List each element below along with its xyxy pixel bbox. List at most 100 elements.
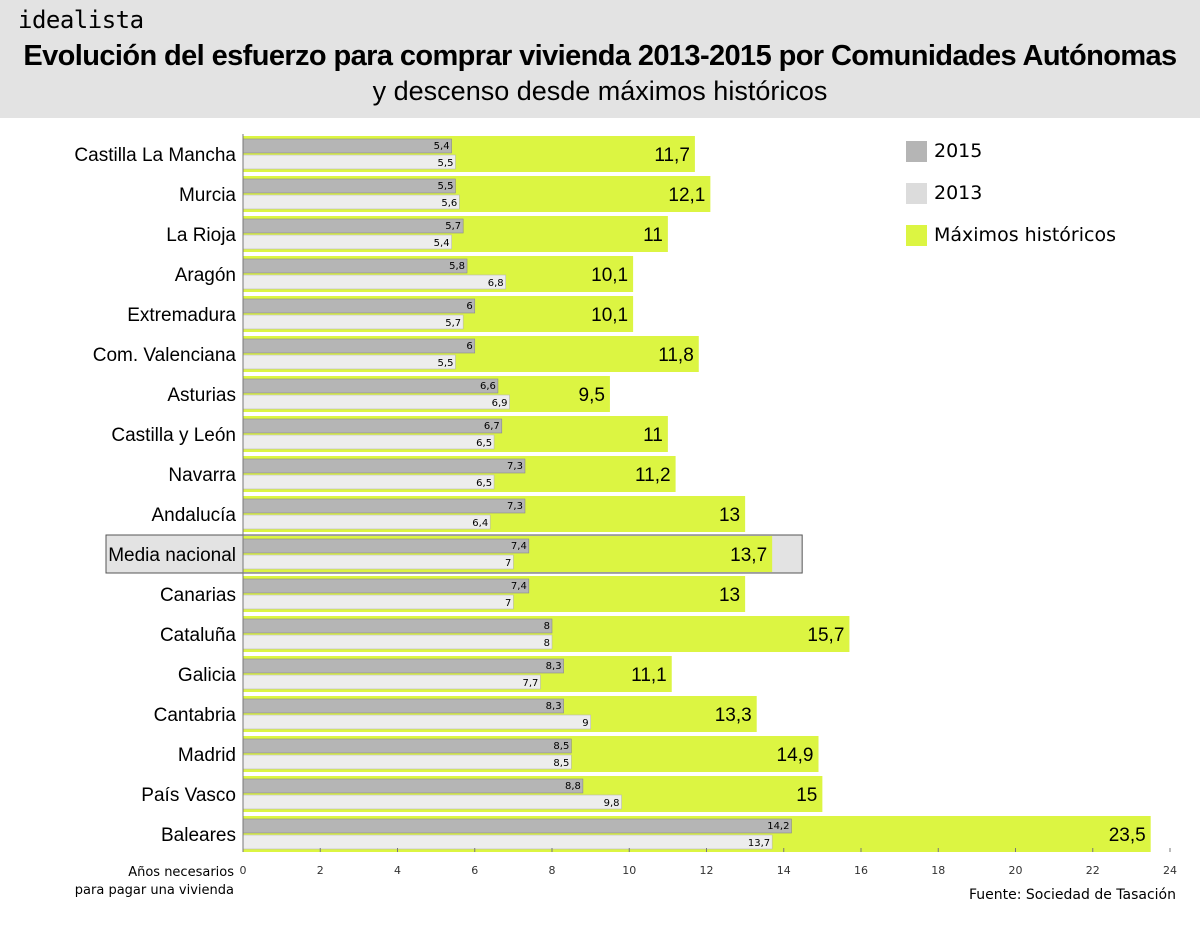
bar-2015 (242, 498, 526, 514)
bar-2013 (242, 674, 541, 690)
bar-2013 (242, 394, 510, 410)
label-2013: 5,6 (441, 198, 457, 209)
label-maximos: 11 (643, 425, 663, 446)
label-2013: 5,5 (438, 358, 454, 369)
category-label: Com. Valenciana (93, 345, 237, 366)
x-tick-label: 0 (240, 864, 247, 877)
bar-2013 (242, 234, 452, 250)
source-note: Fuente: Sociedad de Tasación (968, 887, 1176, 903)
x-tick-label: 22 (1086, 864, 1100, 877)
legend: 2015 2013 Máximos históricos (906, 140, 1116, 266)
x-tick-label: 16 (854, 864, 868, 877)
x-tick-label: 10 (622, 864, 636, 877)
bar-2013 (242, 834, 773, 850)
label-2015: 6,7 (484, 421, 500, 432)
label-maximos: 10,1 (591, 305, 628, 326)
bar-2015 (242, 378, 499, 394)
label-2015: 5,7 (445, 221, 461, 232)
legend-swatch-maximos (906, 224, 927, 246)
bar-2015 (242, 338, 476, 354)
bar-2013 (242, 354, 456, 370)
label-maximos: 14,9 (777, 745, 814, 766)
category-label: Asturias (167, 385, 236, 406)
label-maximos: 11,8 (658, 345, 694, 366)
bar-2015 (242, 538, 530, 554)
label-maximos: 10,1 (591, 265, 628, 286)
label-2015: 7,3 (507, 461, 523, 472)
label-2013: 6,5 (476, 478, 492, 489)
bar-2015 (242, 218, 464, 234)
label-maximos: 11,2 (635, 465, 671, 486)
bar-2015 (242, 138, 452, 154)
label-2015: 8,3 (546, 701, 562, 712)
bar-2015 (242, 578, 530, 594)
bar-2015 (242, 298, 476, 314)
category-label: País Vasco (141, 785, 236, 806)
label-2013: 7 (505, 558, 511, 569)
bar-2013 (242, 754, 572, 770)
label-2015: 8 (544, 621, 550, 632)
category-label: Andalucía (151, 505, 236, 526)
bar-2013 (242, 554, 514, 570)
label-2015: 7,3 (507, 501, 523, 512)
label-maximos: 11,1 (631, 665, 667, 686)
bar-2013 (242, 434, 495, 450)
x-tick-label: 14 (777, 864, 791, 877)
label-2015: 6 (466, 341, 472, 352)
label-maximos: 15,7 (807, 625, 844, 646)
label-maximos: 23,5 (1109, 825, 1146, 846)
bar-2013 (242, 474, 495, 490)
label-2015: 6,6 (480, 381, 496, 392)
label-maximos: 9,5 (579, 385, 605, 406)
x-tick-label: 4 (394, 864, 401, 877)
label-2015: 14,2 (767, 821, 789, 832)
category-label: Baleares (161, 825, 236, 846)
label-2013: 8 (544, 638, 550, 649)
label-maximos: 13,7 (730, 545, 767, 566)
label-2015: 7,4 (511, 541, 527, 552)
label-2013: 5,7 (445, 318, 461, 329)
legend-swatch-2013 (906, 182, 927, 204)
label-2015: 8,5 (553, 741, 569, 752)
label-2013: 6,8 (488, 278, 504, 289)
bar-2013 (242, 154, 456, 170)
legend-item-maximos: Máximos históricos (906, 224, 1116, 246)
bar-2015 (242, 618, 553, 634)
category-label: Cantabria (154, 705, 237, 726)
label-maximos: 13 (719, 505, 740, 526)
category-label: Murcia (179, 185, 236, 206)
x-tick-label: 2 (317, 864, 324, 877)
legend-item-2015: 2015 (906, 140, 1116, 162)
label-2015: 5,8 (449, 261, 465, 272)
category-label: Aragón (175, 265, 236, 286)
category-label: Castilla y León (111, 425, 236, 446)
category-label: Cataluña (160, 625, 236, 646)
label-2015: 7,4 (511, 581, 527, 592)
bar-2013 (242, 794, 622, 810)
bar-2013 (242, 714, 591, 730)
x-tick-label: 8 (549, 864, 556, 877)
label-maximos: 11,7 (654, 145, 690, 166)
category-label: Media nacional (108, 545, 236, 566)
label-maximos: 11 (643, 225, 663, 246)
bar-2015 (242, 418, 503, 434)
category-label: Madrid (178, 745, 236, 766)
bar-2015 (242, 738, 572, 754)
bar-2013 (242, 314, 464, 330)
label-2013: 6,9 (492, 398, 508, 409)
x-tick-label: 18 (931, 864, 945, 877)
label-2013: 13,7 (748, 838, 770, 849)
category-label: Canarias (160, 585, 236, 606)
label-2015: 6 (466, 301, 472, 312)
label-2015: 8,8 (565, 781, 581, 792)
bar-2013 (242, 634, 553, 650)
chart-title: Evolución del esfuerzo para comprar vivi… (23, 40, 1177, 72)
label-2013: 7 (505, 598, 511, 609)
bar-2013 (242, 594, 514, 610)
category-label: Extremadura (127, 305, 236, 326)
label-maximos: 13 (719, 585, 740, 606)
label-2013: 8,5 (553, 758, 569, 769)
x-tick-label: 24 (1163, 864, 1177, 877)
category-label: La Rioja (166, 225, 236, 246)
brand-logo: idealista (18, 6, 144, 34)
